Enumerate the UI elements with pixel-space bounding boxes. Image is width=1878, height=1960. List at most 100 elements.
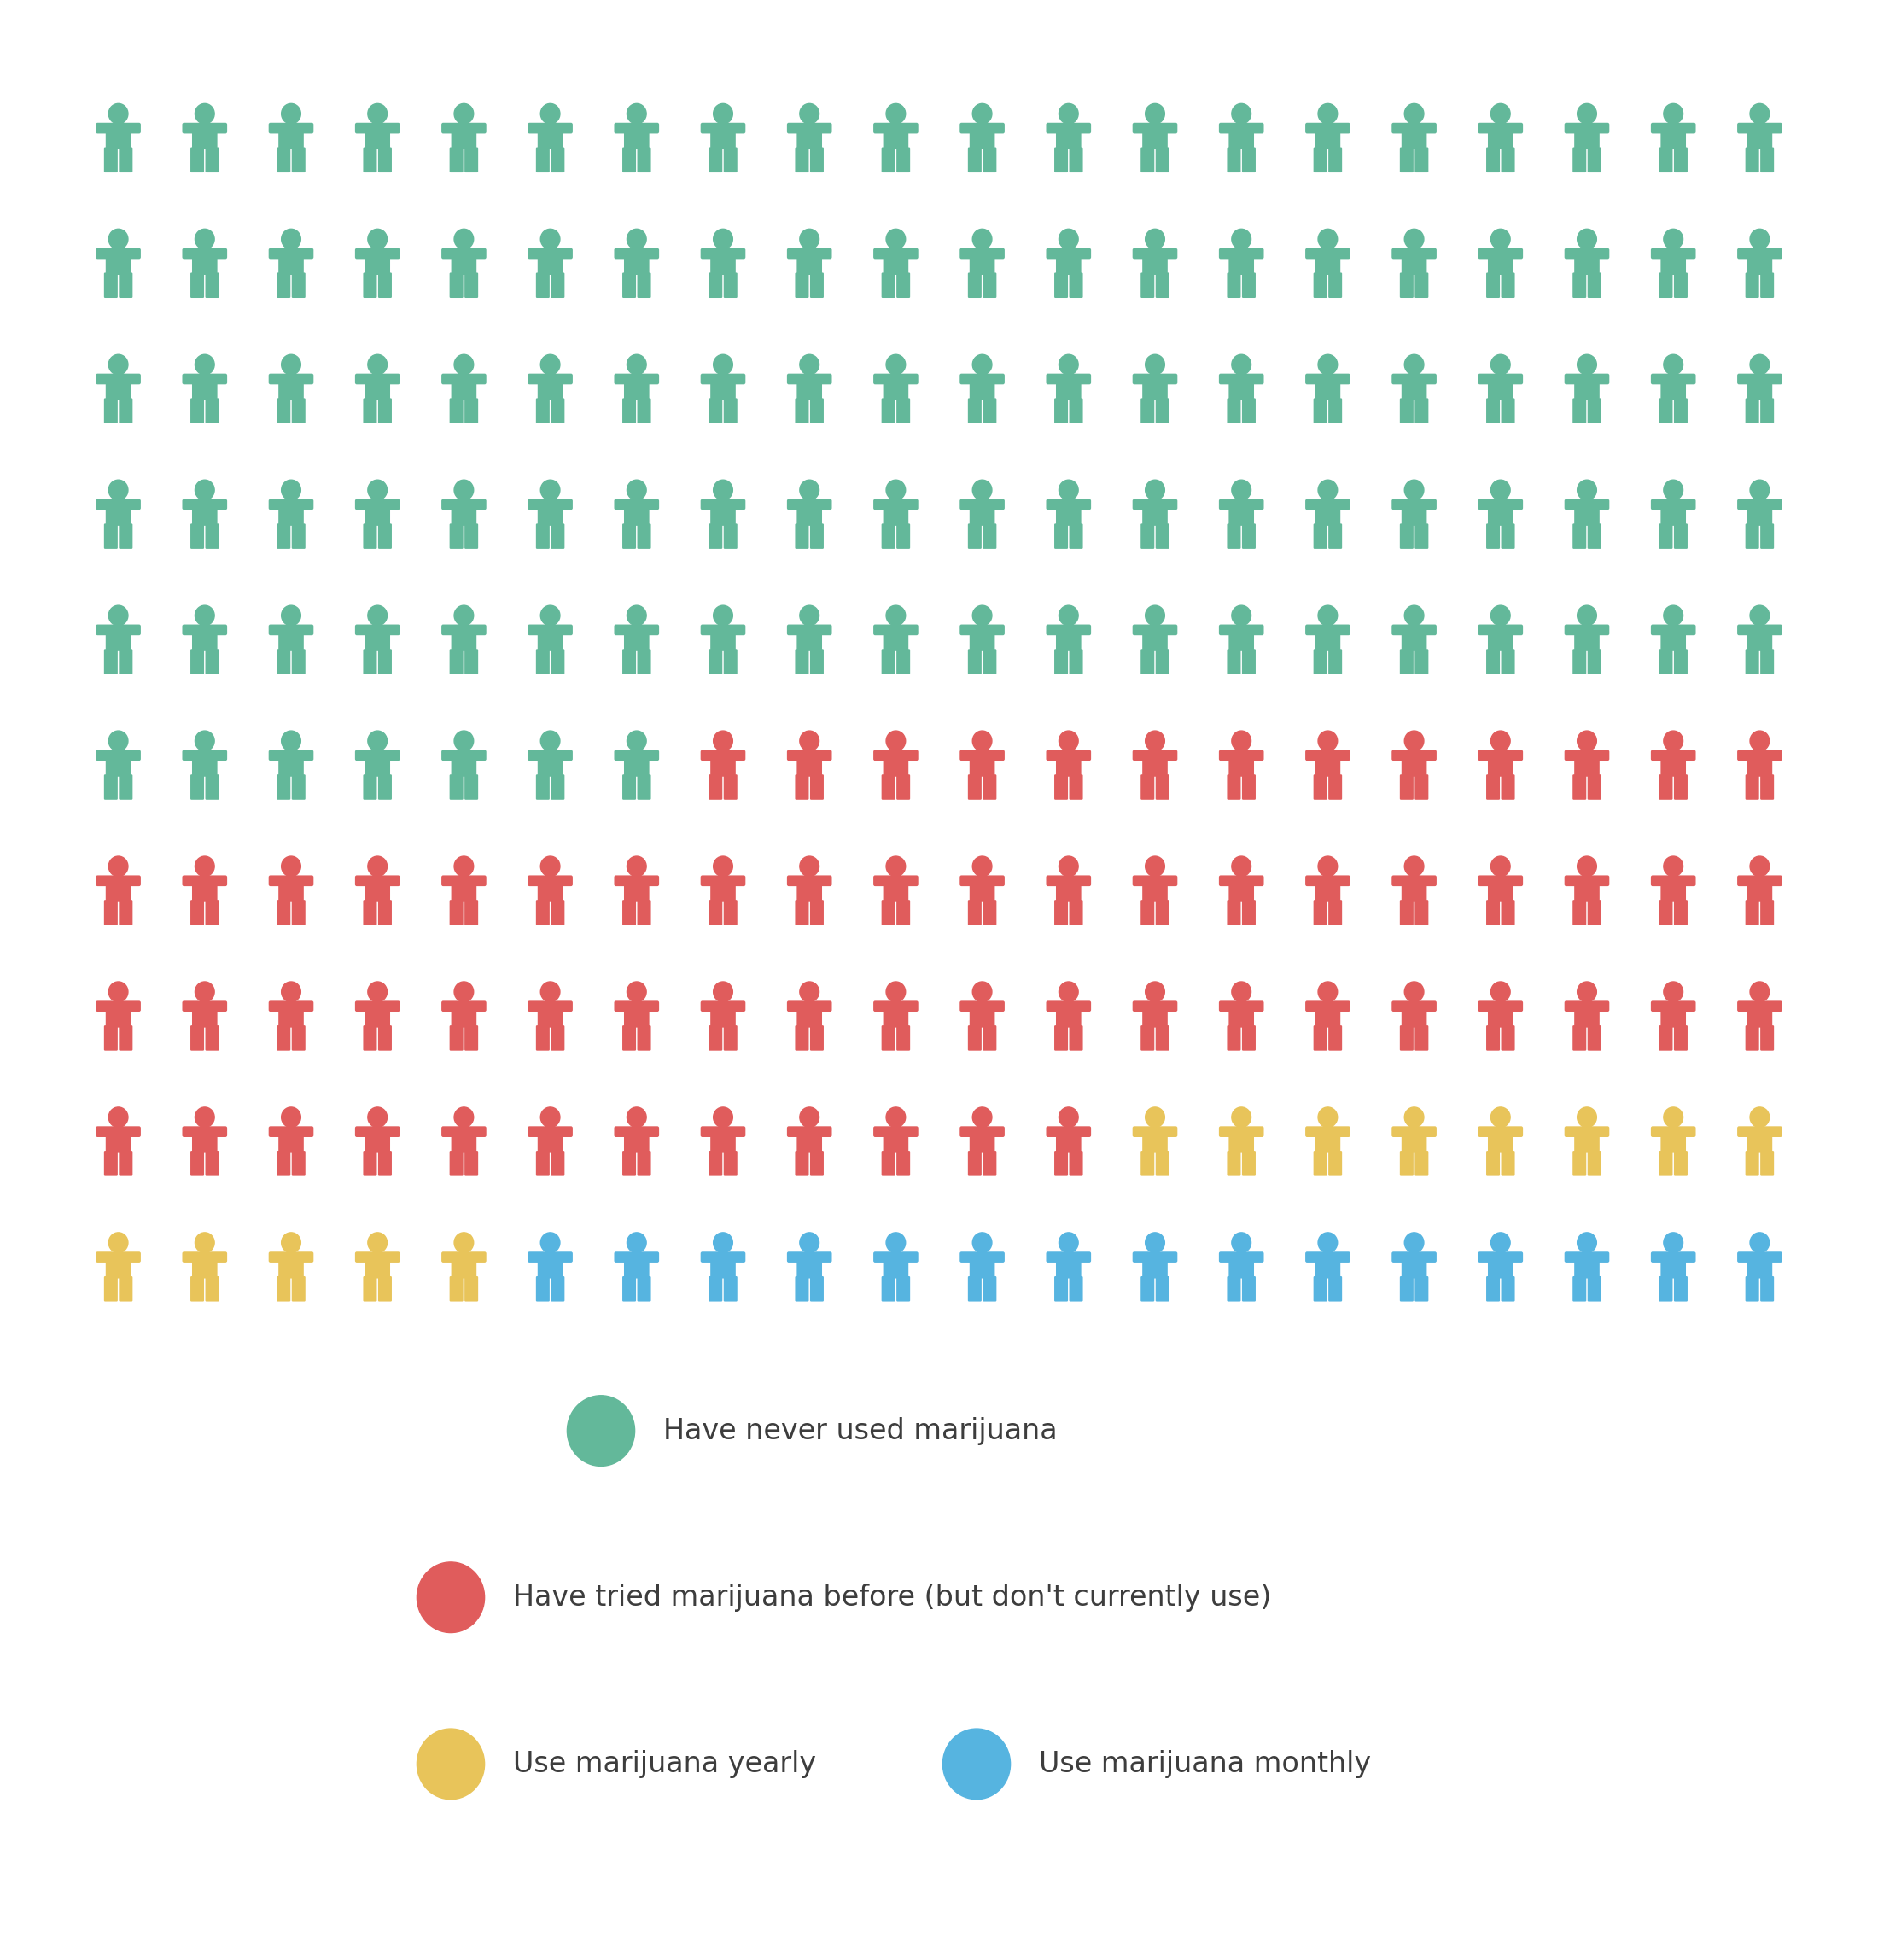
Circle shape (973, 229, 992, 249)
FancyBboxPatch shape (1054, 1025, 1069, 1051)
Circle shape (109, 229, 128, 249)
FancyBboxPatch shape (1660, 1254, 1686, 1278)
FancyBboxPatch shape (96, 249, 141, 259)
FancyBboxPatch shape (969, 125, 995, 149)
Circle shape (541, 982, 560, 1002)
Circle shape (1318, 229, 1337, 249)
FancyBboxPatch shape (1574, 627, 1600, 651)
FancyBboxPatch shape (1587, 649, 1602, 674)
Circle shape (109, 982, 128, 1002)
FancyBboxPatch shape (1651, 1002, 1696, 1011)
FancyBboxPatch shape (278, 251, 304, 274)
Circle shape (1664, 229, 1683, 249)
FancyBboxPatch shape (1760, 900, 1775, 925)
FancyBboxPatch shape (451, 1004, 477, 1027)
FancyBboxPatch shape (1574, 376, 1600, 400)
FancyBboxPatch shape (1487, 251, 1514, 274)
Circle shape (454, 1107, 473, 1127)
FancyBboxPatch shape (982, 1151, 997, 1176)
FancyBboxPatch shape (1572, 649, 1587, 674)
FancyBboxPatch shape (1485, 272, 1501, 298)
Circle shape (886, 1233, 905, 1252)
FancyBboxPatch shape (537, 376, 563, 400)
Circle shape (627, 104, 646, 123)
Circle shape (368, 104, 387, 123)
Circle shape (1146, 480, 1164, 500)
FancyBboxPatch shape (1241, 1025, 1256, 1051)
FancyBboxPatch shape (960, 123, 1005, 133)
FancyBboxPatch shape (291, 398, 306, 423)
Circle shape (1750, 1233, 1769, 1252)
FancyBboxPatch shape (1140, 147, 1155, 172)
FancyBboxPatch shape (451, 878, 477, 902)
Circle shape (1491, 982, 1510, 1002)
FancyBboxPatch shape (710, 251, 736, 274)
FancyBboxPatch shape (355, 876, 400, 886)
Circle shape (1059, 355, 1078, 374)
FancyBboxPatch shape (1046, 625, 1091, 635)
Circle shape (454, 1233, 473, 1252)
FancyBboxPatch shape (1132, 751, 1178, 760)
FancyBboxPatch shape (883, 376, 909, 400)
Circle shape (1405, 731, 1424, 751)
Circle shape (1664, 1107, 1683, 1127)
FancyBboxPatch shape (1392, 876, 1437, 886)
FancyBboxPatch shape (449, 1151, 464, 1176)
FancyBboxPatch shape (291, 649, 306, 674)
FancyBboxPatch shape (291, 1151, 306, 1176)
FancyBboxPatch shape (710, 125, 736, 149)
FancyBboxPatch shape (269, 1127, 314, 1137)
FancyBboxPatch shape (276, 649, 291, 674)
Circle shape (1405, 480, 1424, 500)
FancyBboxPatch shape (364, 376, 391, 400)
FancyBboxPatch shape (1046, 249, 1091, 259)
FancyBboxPatch shape (708, 649, 723, 674)
FancyBboxPatch shape (1760, 398, 1775, 423)
Circle shape (973, 1233, 992, 1252)
FancyBboxPatch shape (883, 125, 909, 149)
FancyBboxPatch shape (118, 649, 133, 674)
FancyBboxPatch shape (787, 1127, 832, 1137)
FancyBboxPatch shape (1055, 502, 1082, 525)
FancyBboxPatch shape (1651, 876, 1696, 886)
FancyBboxPatch shape (1328, 1025, 1343, 1051)
Circle shape (800, 104, 819, 123)
Circle shape (109, 1233, 128, 1252)
FancyBboxPatch shape (787, 249, 832, 259)
FancyBboxPatch shape (105, 502, 131, 525)
FancyBboxPatch shape (1747, 125, 1773, 149)
FancyBboxPatch shape (623, 502, 650, 525)
FancyBboxPatch shape (96, 1252, 141, 1262)
FancyBboxPatch shape (710, 627, 736, 651)
FancyBboxPatch shape (1226, 147, 1241, 172)
FancyBboxPatch shape (723, 523, 738, 549)
FancyBboxPatch shape (1142, 502, 1168, 525)
Circle shape (714, 1233, 732, 1252)
FancyBboxPatch shape (1315, 251, 1341, 274)
FancyBboxPatch shape (1658, 774, 1673, 800)
FancyBboxPatch shape (1478, 1252, 1523, 1262)
FancyBboxPatch shape (182, 1252, 227, 1262)
FancyBboxPatch shape (708, 1276, 723, 1301)
FancyBboxPatch shape (1760, 523, 1775, 549)
FancyBboxPatch shape (1313, 147, 1328, 172)
FancyBboxPatch shape (451, 376, 477, 400)
FancyBboxPatch shape (449, 774, 464, 800)
FancyBboxPatch shape (1241, 272, 1256, 298)
FancyBboxPatch shape (1487, 878, 1514, 902)
FancyBboxPatch shape (1572, 272, 1587, 298)
FancyBboxPatch shape (464, 1276, 479, 1301)
FancyBboxPatch shape (710, 376, 736, 400)
FancyBboxPatch shape (700, 249, 746, 259)
FancyBboxPatch shape (1572, 774, 1587, 800)
Circle shape (1146, 731, 1164, 751)
FancyBboxPatch shape (1069, 1025, 1084, 1051)
FancyBboxPatch shape (1587, 272, 1602, 298)
FancyBboxPatch shape (182, 1002, 227, 1011)
FancyBboxPatch shape (105, 125, 131, 149)
FancyBboxPatch shape (362, 272, 377, 298)
FancyBboxPatch shape (787, 123, 832, 133)
Circle shape (368, 229, 387, 249)
FancyBboxPatch shape (1478, 625, 1523, 635)
FancyBboxPatch shape (1399, 1151, 1414, 1176)
